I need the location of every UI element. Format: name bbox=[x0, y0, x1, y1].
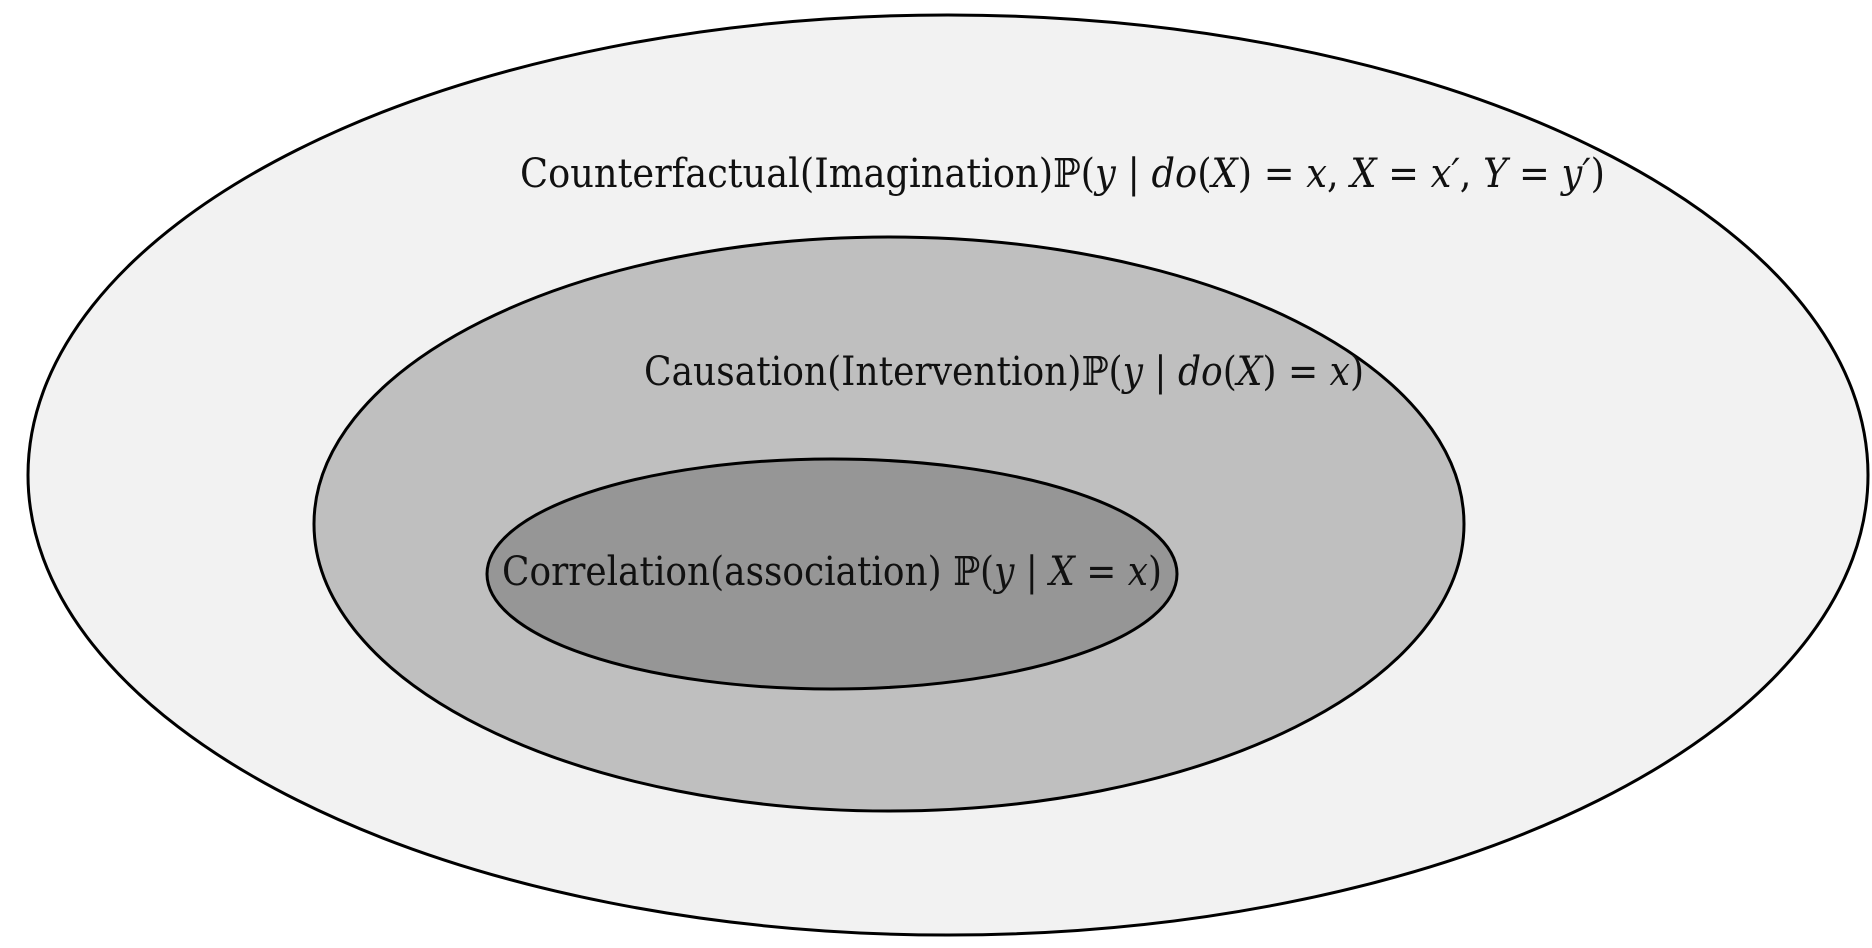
formula-symbol: ( bbox=[1223, 349, 1237, 395]
counterfactual-label: Counterfactual(Imagination)ℙ(y | do(X) =… bbox=[520, 151, 1605, 197]
correlation-ellipse bbox=[485, 457, 1179, 691]
formula-variable: do bbox=[1178, 349, 1223, 395]
correlation-label-text: Correlation(association) bbox=[502, 549, 953, 595]
correlation-formula: ℙ(y | X = x) bbox=[953, 549, 1162, 595]
formula-variable: y′ bbox=[1560, 151, 1591, 197]
formula-symbol: ℙ( bbox=[1053, 151, 1095, 197]
causation-formula: ℙ(y | do(X) = x) bbox=[1081, 349, 1364, 395]
formula-symbol: , bbox=[1460, 151, 1483, 197]
formula-variable: x bbox=[1128, 549, 1148, 595]
formula-symbol: ) = bbox=[1238, 151, 1307, 197]
formula-symbol: ) bbox=[1591, 151, 1605, 197]
formula-symbol: ℙ( bbox=[953, 549, 994, 595]
formula-symbol: ) bbox=[1350, 349, 1364, 395]
counterfactual-formula: ℙ(y | do(X) = x, X = x′, Y = y′) bbox=[1053, 151, 1605, 197]
formula-variable: y bbox=[1121, 349, 1144, 395]
formula-symbol: | bbox=[1116, 151, 1152, 197]
formula-symbol: ) = bbox=[1262, 349, 1329, 395]
formula-symbol: = bbox=[1075, 549, 1128, 595]
causation-label: Causation(Intervention)ℙ(y | do(X) = x) bbox=[644, 349, 1364, 395]
formula-symbol: ℙ( bbox=[1081, 349, 1122, 395]
formula-symbol: = bbox=[1376, 151, 1430, 197]
counterfactual-label-text: Counterfactual(Imagination) bbox=[520, 151, 1053, 197]
formula-symbol: = bbox=[1507, 151, 1561, 197]
formula-symbol: ) bbox=[1148, 549, 1162, 595]
formula-variable: do bbox=[1152, 151, 1198, 197]
correlation-label: Correlation(association) ℙ(y | X = x) bbox=[502, 549, 1162, 595]
formula-variable: x bbox=[1330, 349, 1350, 395]
formula-variable: Y bbox=[1483, 151, 1511, 197]
formula-symbol: | bbox=[1143, 349, 1178, 395]
formula-variable: X bbox=[1234, 349, 1264, 395]
formula-variable: y bbox=[1093, 151, 1117, 197]
causation-label-text: Causation(Intervention) bbox=[644, 349, 1081, 395]
formula-variable: y bbox=[992, 549, 1015, 595]
formula-variable: X bbox=[1209, 151, 1239, 197]
formula-symbol: | bbox=[1014, 549, 1049, 595]
formula-symbol: , bbox=[1327, 151, 1350, 197]
formula-variable: x′ bbox=[1431, 151, 1460, 197]
formula-variable: X bbox=[1348, 151, 1378, 197]
formula-symbol: ( bbox=[1197, 151, 1211, 197]
formula-variable: x bbox=[1306, 151, 1327, 197]
formula-variable: X bbox=[1047, 549, 1077, 595]
